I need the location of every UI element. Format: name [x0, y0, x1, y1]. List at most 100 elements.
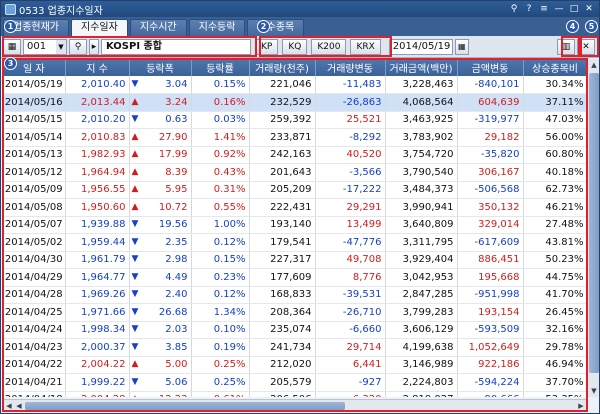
index-cell: 1,956.55	[65, 181, 130, 199]
menu-icon[interactable]: ≡	[540, 4, 548, 14]
table-row[interactable]: 2014/05/13 1,982.93 ▲ 17.99 0.92% 242,163 40,5…	[3, 146, 587, 164]
change-cell: ▲ 5.00	[129, 356, 192, 374]
scroll-left-icon-2[interactable]: ◀	[16, 402, 22, 410]
column-header[interactable]: 일 자	[3, 59, 66, 76]
scroll-up-icon[interactable]: ▲	[591, 61, 597, 69]
column-header[interactable]: 등락폭	[129, 59, 192, 76]
advance-ratio-cell: 60.80%	[523, 146, 587, 164]
scroll-down-icon[interactable]: ▼	[591, 387, 597, 395]
badge-5: 5	[585, 20, 598, 33]
column-header[interactable]: 거래량변동	[315, 59, 386, 76]
sector-list-icon[interactable]: ▦	[3, 38, 21, 55]
table-row[interactable]: 2014/05/08 1,950.60 ▲ 10.72 0.55% 222,431 29,2…	[3, 198, 587, 217]
market-k200-button[interactable]: K200	[311, 38, 347, 55]
table-row[interactable]: 2014/04/21 1,999.22 ▼ 5.06 0.25% 205,579 -927 2…	[3, 373, 587, 392]
date-cell: 2014/05/13	[3, 146, 66, 164]
chevron-down-icon[interactable]: ▼	[56, 39, 66, 54]
table-row[interactable]: 2014/05/09 1,956.55 ▲ 5.95 0.31% 205,209 -17,2…	[3, 181, 587, 199]
amount-cell: 3,929,404	[385, 251, 458, 269]
tab-index-time[interactable]: 지수시간	[129, 19, 187, 36]
advance-ratio-cell: 41.70%	[523, 286, 587, 304]
close-icon[interactable]: ✕	[585, 4, 593, 14]
badge-3: 3	[4, 57, 17, 70]
date-cell: 2014/05/02	[3, 233, 66, 252]
down-triangle-icon: ▼	[131, 236, 139, 247]
index-cell: 2,004.28	[65, 391, 130, 397]
table-row[interactable]: 2014/04/22 2,004.22 ▲ 5.00 0.25% 212,020 6,441…	[3, 356, 587, 374]
change-cell: ▼ 3.04	[129, 76, 192, 94]
toolbar: ▦ 001 ▼ ⚲ ▸ KOSPI 종합 KP KQ K200 KRX 2014…	[1, 36, 599, 58]
amount-cell: 3,463,925	[385, 111, 458, 129]
vertical-scrollbar[interactable]: ▲ ▼	[587, 59, 599, 397]
index-cell: 1,961.79	[65, 251, 130, 269]
scroll-left-icon[interactable]: ◀	[6, 402, 12, 410]
market-kq-button[interactable]: KQ	[282, 38, 308, 55]
tab-index-current[interactable]: 업종현재가	[3, 19, 69, 36]
table-row[interactable]: 2014/04/23 2,000.37 ▼ 3.85 0.19% 241,734 29,71…	[3, 338, 587, 357]
tab-index-daily[interactable]: 지수일자	[71, 19, 128, 36]
tab-index-stocks[interactable]: 지수종목	[247, 19, 305, 36]
volume-change-cell: -3,566	[315, 163, 386, 182]
change-cell: ▲ 17.99	[129, 146, 192, 164]
advance-ratio-cell: 50.23%	[523, 251, 587, 269]
vertical-scroll-thumb[interactable]	[589, 73, 599, 373]
search-icon[interactable]: ⚲	[69, 38, 87, 55]
column-header[interactable]: 거래금액(백만)	[385, 59, 458, 76]
pin-icon[interactable]: ⚲	[510, 4, 518, 14]
badge-4: 4	[566, 20, 579, 33]
change-cell: ▲ 27.90	[129, 128, 192, 147]
column-header[interactable]: 지 수	[65, 59, 130, 76]
volume-cell: 227,317	[249, 251, 316, 269]
table-row[interactable]: 2014/04/25 1,971.66 ▼ 26.68 1.34% 208,364 -26,…	[3, 303, 587, 322]
column-header[interactable]: 등락률	[191, 59, 250, 76]
table-row[interactable]: 2014/05/02 1,959.44 ▼ 2.35 0.12% 179,541 -47,7…	[3, 233, 587, 252]
table-row[interactable]: 2014/05/19 2,010.40 ▼ 3.04 0.15% 221,046 -11,4…	[3, 76, 587, 94]
volume-change-cell: 8,776	[315, 268, 386, 287]
change-rate-cell: 0.25%	[191, 356, 250, 374]
change-cell: ▲ 8.39	[129, 163, 192, 182]
change-cell: ▼ 19.56	[129, 216, 192, 234]
table-row[interactable]: 2014/04/29 1,964.77 ▼ 4.49 0.23% 177,609 8,776…	[3, 268, 587, 287]
sector-code-input[interactable]: 001 ▼	[23, 38, 67, 55]
column-header[interactable]: 상승종목비	[523, 59, 587, 76]
maximize-icon[interactable]: □	[569, 4, 579, 14]
scroll-right-icon[interactable]: ▶	[578, 402, 584, 410]
table-row[interactable]: 2014/04/30 1,961.79 ▼ 2.98 0.15% 227,317 49,70…	[3, 251, 587, 269]
horizontal-scrollbar[interactable]: ◀ ◀ ▶	[3, 399, 587, 412]
table-row[interactable]: 2014/05/16 2,013.44 ▲ 3.24 0.16% 232,529 -26,8…	[3, 93, 587, 112]
table-row[interactable]: 2014/05/14 2,010.83 ▲ 27.90 1.41% 233,871 -8,2…	[3, 128, 587, 147]
calendar-icon[interactable]: ▦	[454, 38, 469, 55]
amount-change-cell: 1,052,649	[457, 338, 524, 357]
column-header[interactable]: 금액변동	[457, 59, 524, 76]
amount-change-cell: -319,977	[457, 111, 524, 129]
volume-cell: 179,541	[249, 233, 316, 252]
index-cell: 1,964.77	[65, 268, 130, 287]
table-row[interactable]: 2014/05/15 2,010.20 ▼ 0.63 0.03% 259,392 25,52…	[3, 111, 587, 129]
table-row[interactable]: 2014/05/12 1,964.94 ▲ 8.39 0.43% 201,643 -3,56…	[3, 163, 587, 182]
index-cell: 2,000.37	[65, 338, 130, 357]
market-krx-button[interactable]: KRX	[350, 38, 381, 55]
volume-change-cell: 13,499	[315, 216, 386, 234]
horizontal-scroll-thumb[interactable]	[25, 402, 345, 410]
date-cell: 2014/04/18	[3, 391, 66, 397]
date-cell: 2014/05/08	[3, 198, 66, 217]
market-kp-button[interactable]: KP	[255, 38, 279, 55]
expand-icon[interactable]: ✕	[577, 38, 595, 55]
volume-change-cell: -6,660	[315, 321, 386, 339]
change-cell: ▼ 2.03	[129, 321, 192, 339]
table-row[interactable]: 2014/05/07 1,939.88 ▼ 19.56 1.00% 193,140 13,4…	[3, 216, 587, 234]
table-row[interactable]: 2014/04/28 1,969.26 ▼ 2.40 0.12% 168,833 -39,5…	[3, 286, 587, 304]
date-input[interactable]: 2014/05/19	[388, 38, 453, 55]
help-icon[interactable]: ?	[526, 4, 532, 14]
volume-change-cell: -47,776	[315, 233, 386, 252]
table-row[interactable]: 2014/04/24 1,998.34 ▼ 2.03 0.10% 235,074 -6,66…	[3, 321, 587, 339]
minimize-icon[interactable]: —	[554, 4, 564, 14]
tab-index-change[interactable]: 지수등락	[188, 19, 246, 36]
advance-ratio-cell: 37.11%	[523, 93, 587, 112]
column-header[interactable]: 거래량(천주)	[249, 59, 316, 76]
chart-icon[interactable]: ▥	[557, 38, 575, 55]
next-arrow-icon[interactable]: ▸	[89, 38, 99, 55]
table-row[interactable]: 2014/04/182,004.28▲12.230.61%206,5066,32…	[3, 391, 587, 397]
